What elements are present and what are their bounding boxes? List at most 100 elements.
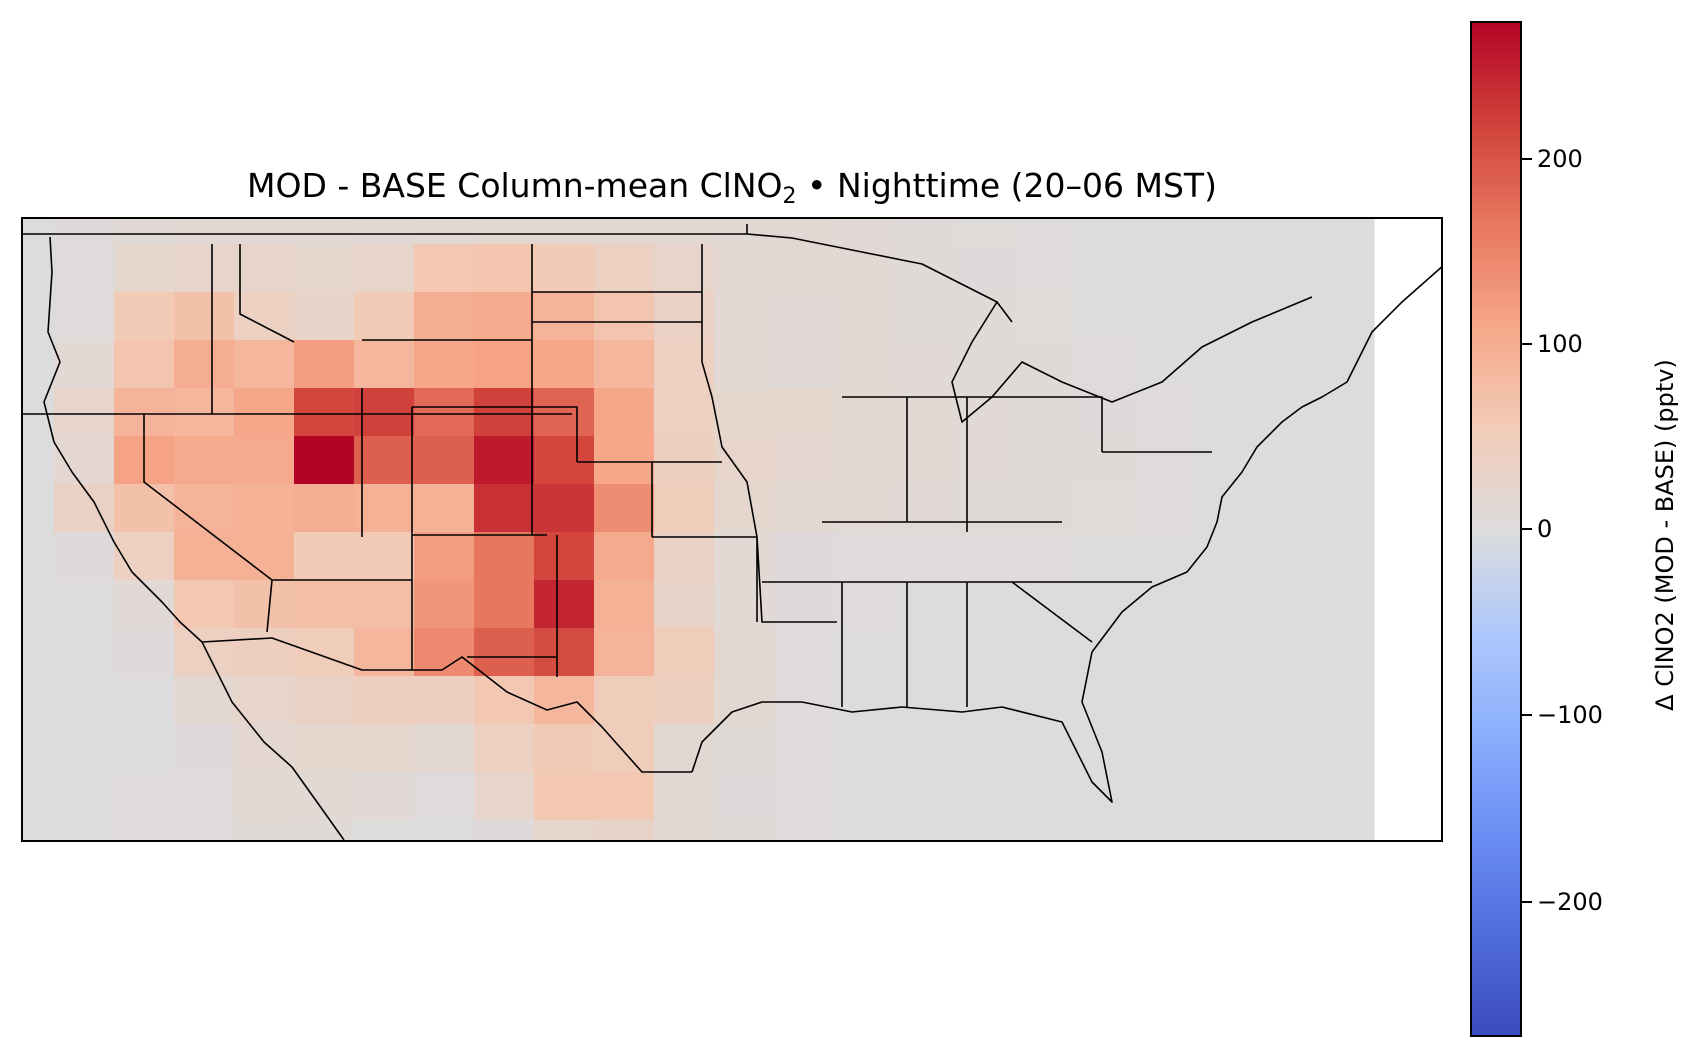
grid-cell — [234, 388, 295, 437]
grid-cell — [714, 484, 775, 533]
colorbar-tick — [1522, 714, 1532, 716]
grid-cell — [474, 724, 535, 773]
colorbar-tick-label: 200 — [1537, 145, 1583, 173]
grid-cell — [354, 532, 415, 581]
grid-cell — [1074, 580, 1135, 629]
grid-cell — [1074, 340, 1135, 389]
grid-cell — [1194, 244, 1255, 293]
grid-cell — [414, 772, 475, 821]
grid-cell — [1014, 388, 1075, 437]
grid-cell — [1314, 628, 1375, 677]
grid-cell — [234, 244, 295, 293]
atlantic-coast — [1091, 266, 1441, 653]
grid-cell — [534, 436, 595, 485]
grid-cell — [954, 820, 1015, 840]
grid-cell — [54, 676, 115, 725]
grid-cell — [894, 388, 955, 437]
grid-cell — [294, 219, 355, 245]
grid-cell — [23, 340, 55, 389]
grid-cell — [1254, 772, 1315, 821]
grid-cell — [234, 724, 295, 773]
grid-cell — [594, 388, 655, 437]
grid-cell — [354, 388, 415, 437]
grid-cell — [1194, 724, 1255, 773]
grid-cell — [234, 340, 295, 389]
grid-cell — [294, 532, 355, 581]
grid-cell — [534, 340, 595, 389]
grid-cell — [534, 292, 595, 341]
grid-cell — [234, 772, 295, 821]
grid-cell — [1134, 820, 1195, 840]
grid-cell — [1254, 532, 1315, 581]
grid-cell — [714, 532, 775, 581]
grid-cell — [534, 772, 595, 821]
grid-cell — [234, 436, 295, 485]
colorbar-tick-label: 100 — [1537, 330, 1583, 358]
grid-cell — [1074, 772, 1135, 821]
grid-cell — [354, 244, 415, 293]
grid-cell — [954, 580, 1015, 629]
grid-cell — [414, 340, 475, 389]
grid-cell — [594, 628, 655, 677]
colorbar-tick — [1522, 158, 1532, 160]
grid-cell — [1314, 484, 1375, 533]
grid-cell — [594, 219, 655, 245]
grid-cell — [1014, 244, 1075, 293]
grid-cell — [174, 820, 235, 840]
grid-cell — [1194, 772, 1255, 821]
grid-cell — [174, 244, 235, 293]
grid-cell — [474, 436, 535, 485]
grid-cell — [1314, 532, 1375, 581]
grid-cell — [174, 388, 235, 437]
grid-cell — [354, 484, 415, 533]
state-lines — [23, 244, 1212, 707]
grid-cell — [1254, 580, 1315, 629]
grid-cell — [954, 292, 1015, 341]
grid-cell — [1194, 580, 1255, 629]
grid-cell — [714, 820, 775, 840]
grid-cell — [1014, 628, 1075, 677]
grid-cell — [654, 724, 715, 773]
grid-cell — [1134, 580, 1195, 629]
grid-cell — [654, 219, 715, 245]
grid-cell — [1314, 724, 1375, 773]
grid-cell — [714, 219, 775, 245]
pacific-coast — [43, 236, 203, 643]
grid-cell — [714, 436, 775, 485]
grid-cell — [23, 436, 55, 485]
grid-cell — [354, 820, 415, 840]
grid-cell — [1014, 532, 1075, 581]
grid-cell — [1074, 484, 1135, 533]
grid-cell — [654, 676, 715, 725]
grid-cell — [594, 580, 655, 629]
grid-cell — [714, 772, 775, 821]
grid-cell — [534, 724, 595, 773]
grid-cell — [954, 436, 1015, 485]
grid-cell — [1014, 484, 1075, 533]
colorbar-tick-label: −100 — [1537, 701, 1603, 729]
grid-cell — [774, 532, 835, 581]
grid-cell — [114, 244, 175, 293]
grid-cell — [354, 340, 415, 389]
grid-cell — [954, 724, 1015, 773]
grid-cell — [774, 676, 835, 725]
grid-cell — [894, 219, 955, 245]
grid-cell — [354, 772, 415, 821]
grid-cell — [834, 628, 895, 677]
grid-cell — [294, 244, 355, 293]
grid-cell — [23, 219, 55, 245]
grid-cell — [894, 820, 955, 840]
title-subscript: 2 — [782, 184, 797, 209]
grid-cell — [894, 676, 955, 725]
grid-cell — [54, 772, 115, 821]
grid-cell — [774, 724, 835, 773]
grid-cell — [834, 484, 895, 533]
gulf-coast — [691, 651, 1113, 803]
grid-cell — [594, 532, 655, 581]
grid-cell — [174, 292, 235, 341]
grid-cell — [834, 219, 895, 245]
grid-cell — [834, 340, 895, 389]
grid-cell — [1194, 388, 1255, 437]
grid-cell — [294, 676, 355, 725]
grid-cell — [1134, 724, 1195, 773]
